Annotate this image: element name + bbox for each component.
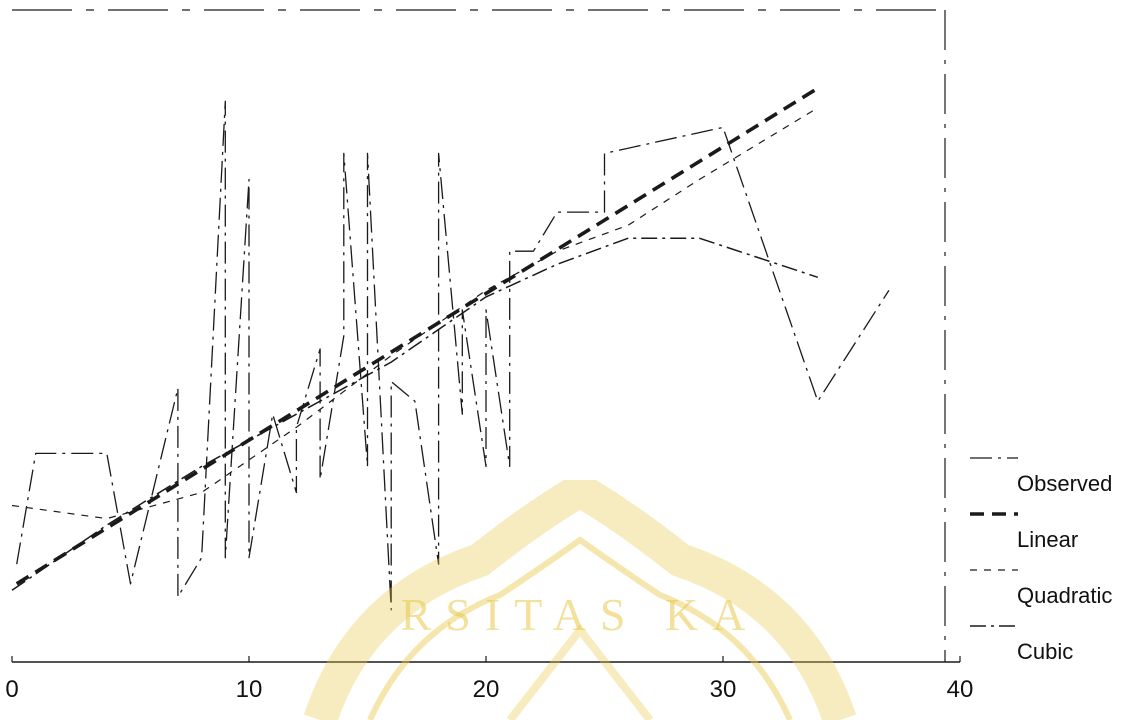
legend-label-observed: Observed [1017, 471, 1112, 496]
watermark-seal: RSITAS KA [303, 480, 857, 720]
x-tick-label: 0 [5, 676, 18, 700]
legend-label-quadratic: Quadratic [1017, 583, 1112, 608]
series-line-linear [15, 86, 819, 586]
legend-label-cubic: Cubic [1017, 639, 1073, 664]
x-axis: 0 10 20 30 40 [5, 656, 973, 700]
chart-canvas: 0 10 20 30 40 Observed Linear Quadratic Cubic [5, 9, 1112, 700]
plot-frame [12, 9, 946, 662]
series-line-observed [16, 100, 890, 611]
series-layer [11, 86, 890, 611]
x-tick-label: 20 [473, 676, 500, 700]
x-tick-label: 30 [710, 676, 737, 700]
watermark-text: RSITAS KA [401, 589, 760, 640]
legend: Observed Linear Quadratic Cubic [970, 457, 1112, 664]
series-line-cubic [11, 237, 819, 591]
series-line-quadratic [11, 107, 819, 520]
x-tick-label: 40 [947, 676, 974, 700]
legend-label-linear: Linear [1017, 527, 1078, 552]
x-tick-label: 10 [236, 676, 263, 700]
